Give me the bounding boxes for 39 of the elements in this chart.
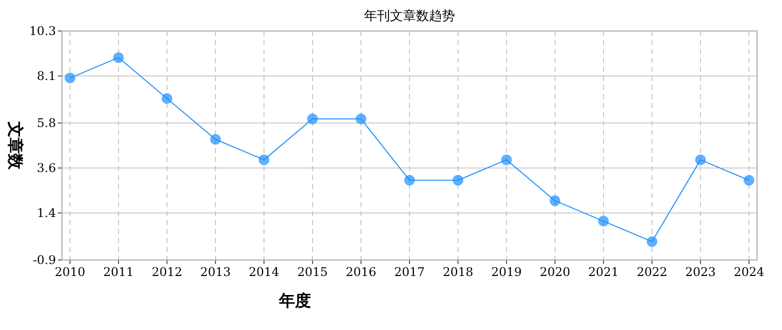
x-tick-label: 2015 bbox=[297, 265, 328, 279]
point bbox=[113, 52, 124, 64]
x-tick-label: 2014 bbox=[248, 265, 280, 279]
point bbox=[598, 216, 609, 227]
point bbox=[64, 72, 76, 84]
y-tick-label: -0.9 bbox=[32, 253, 56, 267]
chart-title: 年刊文章数趋势 bbox=[364, 8, 455, 23]
point bbox=[356, 113, 366, 124]
y-tick-label: 8.1 bbox=[36, 68, 56, 83]
point bbox=[162, 92, 172, 104]
x-tick-label: 2013 bbox=[200, 265, 231, 279]
x-tick-label: 2016 bbox=[346, 265, 376, 279]
x-tick-label: 2010 bbox=[54, 265, 86, 279]
y-axis-title: 文章数 bbox=[6, 120, 24, 170]
x-tick-label: 2022 bbox=[636, 265, 668, 279]
x-tick-label: 2019 bbox=[491, 265, 522, 279]
y-tick-label: 1.4 bbox=[36, 206, 56, 220]
point bbox=[501, 154, 512, 166]
point bbox=[210, 134, 221, 145]
x-tick-label: 2021 bbox=[588, 265, 619, 279]
x-tick-label: 2012 bbox=[152, 265, 182, 279]
point bbox=[307, 113, 318, 124]
x-axis-title: 年度 bbox=[278, 291, 311, 310]
point bbox=[646, 236, 658, 248]
x-tick-label: 2011 bbox=[103, 265, 134, 279]
point bbox=[744, 174, 754, 186]
x-tick-label: 2018 bbox=[442, 265, 474, 279]
x-tick-label: 2023 bbox=[685, 265, 716, 279]
y-tick-label: 3.6 bbox=[36, 160, 56, 175]
x-tick-label: 2020 bbox=[540, 265, 570, 279]
point bbox=[258, 154, 270, 166]
x-tick-label: 2017 bbox=[394, 265, 425, 279]
point bbox=[550, 195, 560, 206]
point bbox=[452, 174, 464, 186]
y-tick-label: 5.8 bbox=[36, 116, 56, 130]
y-tick-label: 10.3 bbox=[29, 24, 56, 38]
point bbox=[404, 174, 415, 186]
point bbox=[695, 154, 706, 166]
x-tick-label: 2024 bbox=[734, 265, 765, 279]
